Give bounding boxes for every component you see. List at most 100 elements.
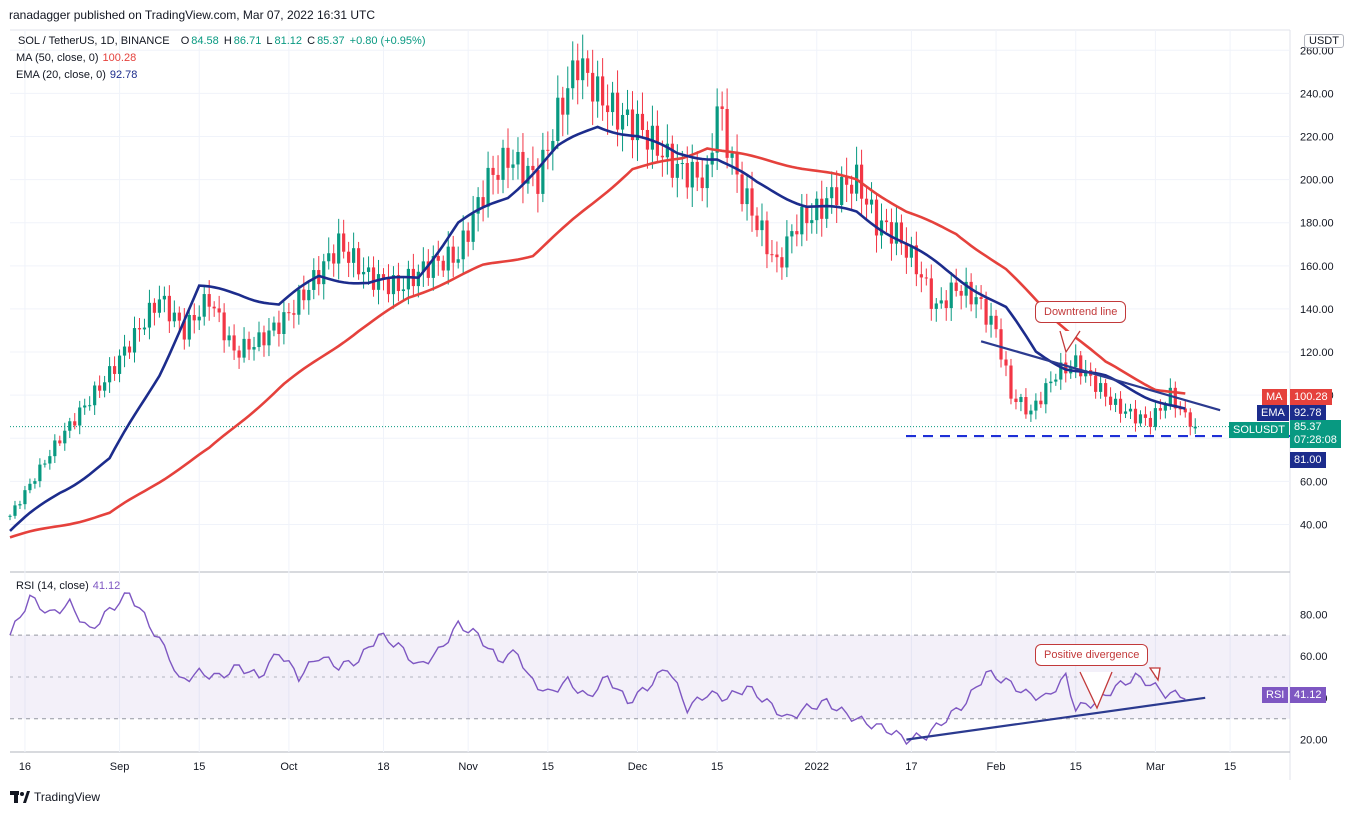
candle-body: [680, 163, 684, 165]
candle-body: [785, 236, 789, 268]
candle-body: [850, 184, 854, 194]
candle-body: [1118, 398, 1123, 414]
candle-body: [227, 335, 231, 341]
candle-body: [755, 215, 759, 231]
candle-body: [98, 385, 102, 391]
candle-body: [810, 220, 814, 224]
price-tick-label: 160.00: [1300, 261, 1334, 273]
candle-body: [38, 464, 42, 482]
candle-body: [884, 220, 889, 223]
rsi-tag-name: RSI: [1262, 687, 1289, 703]
candle-body: [874, 199, 879, 236]
downtrend-callout: Downtrend line: [1035, 301, 1127, 323]
candle-body: [625, 109, 630, 115]
candle-body: [237, 350, 241, 358]
rsi-tick-label: 80.00: [1300, 609, 1328, 621]
high-value: 86.71: [233, 35, 262, 47]
currency-button[interactable]: USDT: [1304, 34, 1344, 48]
candle-body: [476, 197, 480, 214]
candle-body: [292, 313, 296, 315]
candle-body: [23, 490, 27, 505]
candle-body: [297, 289, 301, 315]
candle-body: [441, 260, 445, 271]
candle-body: [924, 277, 928, 279]
candle-body: [770, 254, 774, 256]
candle-body: [361, 271, 366, 275]
candle-body: [730, 153, 734, 158]
candle-body: [760, 220, 764, 231]
candle-body: [207, 294, 211, 307]
candle-body: [954, 282, 958, 291]
candle-body: [127, 346, 132, 353]
candle-body: [232, 335, 236, 351]
candle-body: [660, 155, 664, 158]
time-tick-label: 15: [1070, 761, 1082, 773]
candle-body: [745, 188, 749, 205]
candle-body: [700, 177, 704, 189]
candle-body: [1074, 355, 1078, 368]
candle-body: [337, 233, 341, 264]
candle-body: [247, 338, 251, 350]
candle-body: [1099, 383, 1103, 392]
candle-body: [137, 328, 142, 330]
candle-body: [775, 254, 779, 258]
candle-body: [610, 92, 615, 113]
candle-body: [840, 176, 844, 206]
ma50-line: [9, 147, 1186, 539]
candle-body: [835, 187, 839, 206]
candle-body: [117, 355, 122, 374]
candle-body: [735, 153, 739, 175]
candle-body: [1188, 412, 1192, 427]
candle-body: [1104, 383, 1108, 397]
candle-body: [461, 230, 465, 260]
candle-body: [820, 198, 824, 219]
candle-body: [974, 297, 978, 305]
time-tick-label: Feb: [987, 761, 1006, 773]
candle-body: [431, 256, 435, 278]
candle-body: [536, 170, 540, 194]
candle-body: [964, 281, 968, 296]
candle-body: [904, 243, 908, 258]
price-tick-label: 220.00: [1300, 132, 1334, 144]
candle-body: [695, 161, 699, 178]
rsi-legend-value: 41.12: [92, 580, 121, 592]
candle-body: [620, 114, 625, 130]
candle-body: [1148, 417, 1153, 427]
candle-body: [217, 308, 221, 313]
candle-body: [1049, 381, 1053, 384]
time-tick-label: 2022: [805, 761, 829, 773]
candle-body: [506, 147, 510, 168]
ema20-line: [9, 125, 1186, 532]
candle-body: [1064, 362, 1068, 374]
candle-body: [68, 421, 72, 431]
ema-legend: EMA (20, close, 0) 92.78: [16, 69, 138, 81]
candle-body: [147, 302, 152, 328]
candle-body: [511, 164, 515, 168]
candle-body: [1163, 404, 1167, 411]
candle-body: [869, 199, 874, 205]
price-tick-label: 40.00: [1300, 519, 1328, 531]
time-tick-label: 17: [905, 761, 917, 773]
candle-body: [521, 151, 525, 184]
candle-body: [576, 60, 580, 81]
candle-body: [1054, 379, 1058, 382]
candle-body: [167, 295, 171, 322]
tradingview-brand: TradingView: [34, 790, 101, 804]
candle-body: [48, 456, 52, 464]
time-tick-label: 15: [542, 761, 554, 773]
candle-body: [481, 197, 485, 207]
candle-body: [864, 198, 869, 205]
candle-body: [112, 366, 117, 374]
candle-body: [516, 151, 520, 165]
candle-body: [1193, 426, 1197, 429]
candle-body: [73, 421, 77, 426]
candle-body: [58, 440, 62, 444]
candle-body: [725, 108, 729, 158]
candle-body: [391, 275, 396, 295]
countdown-value: 07:28:08: [1294, 434, 1337, 446]
candle-body: [142, 327, 147, 330]
tradingview-logo[interactable]: TradingView: [10, 790, 100, 804]
grid: [10, 30, 1290, 752]
candle-body: [994, 315, 998, 330]
